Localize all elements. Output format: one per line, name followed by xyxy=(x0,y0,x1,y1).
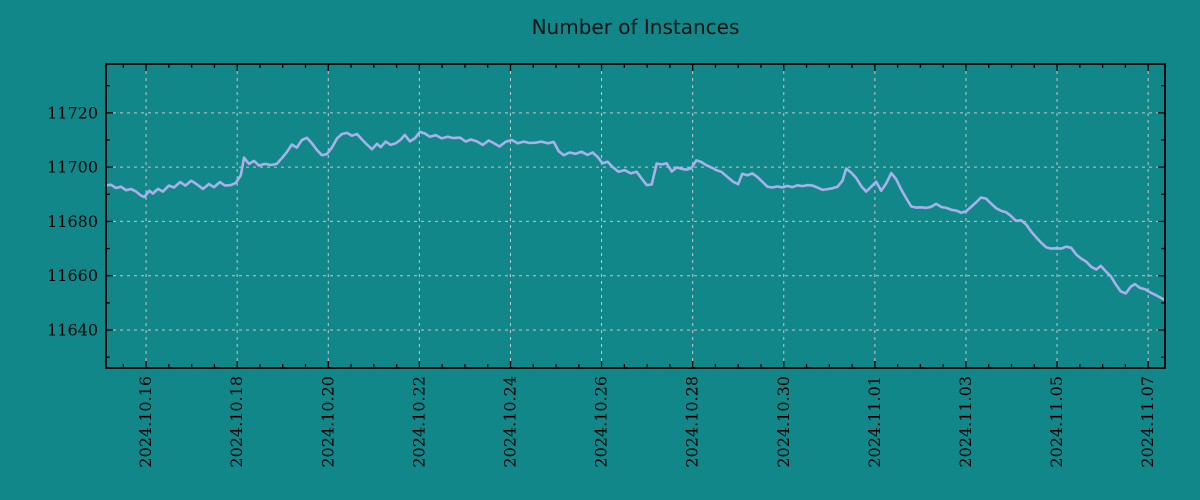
x-tick-label: 2024.10.18 xyxy=(227,376,246,468)
x-tick-label: 2024.10.30 xyxy=(774,376,793,468)
x-tick-label: 2024.10.26 xyxy=(592,376,611,468)
x-tick-label: 2024.10.16 xyxy=(136,376,155,468)
x-tick-label: 2024.10.24 xyxy=(500,376,519,468)
y-tick-label: 11700 xyxy=(47,158,98,177)
y-tick-label: 11720 xyxy=(47,103,98,122)
chart-title: Number of Instances xyxy=(531,15,740,39)
y-tick-label: 11660 xyxy=(47,266,98,285)
y-tick-label: 11680 xyxy=(47,212,98,231)
x-tick-label: 2024.11.03 xyxy=(956,376,975,468)
data-series-line xyxy=(104,130,1167,302)
x-tick-label: 2024.10.22 xyxy=(409,376,428,468)
x-tick-label: 2024.10.20 xyxy=(318,376,337,468)
plot-border xyxy=(105,63,1166,369)
y-tick-label: 11640 xyxy=(47,321,98,340)
x-tick-label: 2024.11.01 xyxy=(865,376,884,468)
x-tick-label: 2024.10.28 xyxy=(683,376,702,468)
x-tick-label: 2024.11.07 xyxy=(1138,376,1157,468)
x-tick-label: 2024.11.05 xyxy=(1047,376,1066,468)
